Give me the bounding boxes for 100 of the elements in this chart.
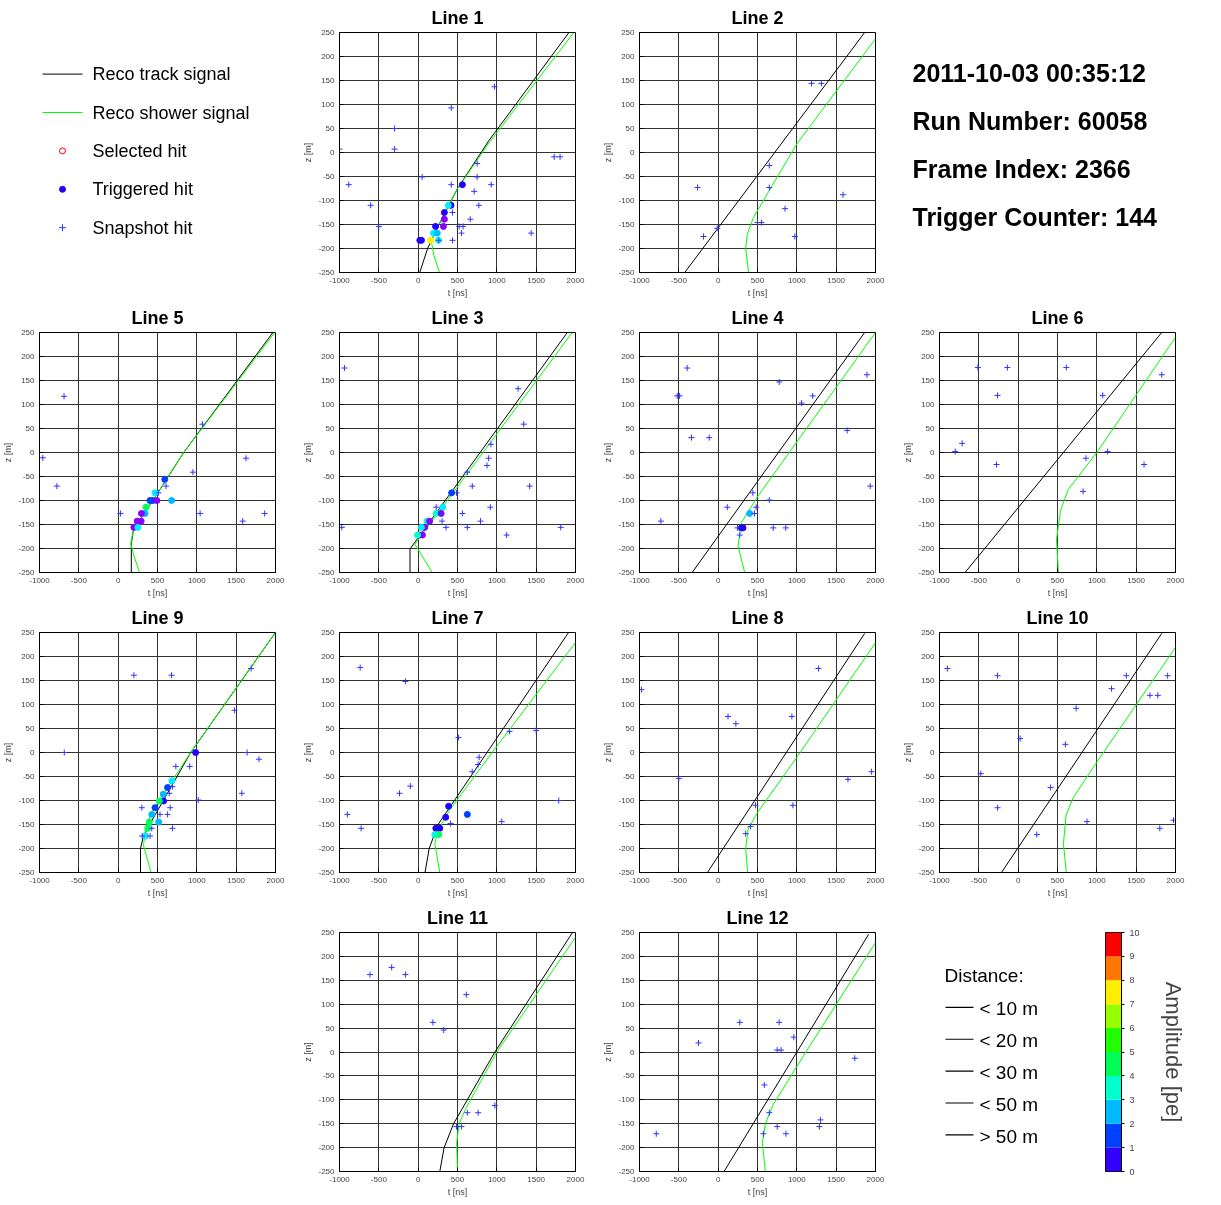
y-axis-title: z [m] xyxy=(603,142,614,163)
x-tick-label: 0 xyxy=(715,875,721,885)
x-tick-label: -500 xyxy=(70,575,88,585)
y-tick-label: -200 xyxy=(318,1143,336,1153)
x-tick-label: 2000 xyxy=(566,575,585,585)
x-tick-label: 1500 xyxy=(527,1174,546,1184)
chart-title: Line 10 xyxy=(1026,607,1089,628)
x-tick-label: -500 xyxy=(670,875,688,885)
y-tick-label: 8 xyxy=(1129,975,1135,986)
y-tick-label: -200 xyxy=(618,244,636,253)
y-tick-label: 150 xyxy=(321,376,336,385)
y-tick-label: 0 xyxy=(630,748,636,757)
y-tick-label: 200 xyxy=(21,652,36,661)
y-tick-label: -200 xyxy=(618,844,636,853)
x-tick-label: 1500 xyxy=(827,575,846,585)
text: Trigger Counter: 144 xyxy=(912,202,1158,231)
x-tick-label: 0 xyxy=(715,1174,721,1184)
y-tick-label: 10 xyxy=(1129,927,1140,938)
x-tick-label: 500 xyxy=(1050,875,1065,885)
y-tick-label: 50 xyxy=(325,1023,336,1033)
y-tick-label: -100 xyxy=(618,796,636,805)
legend-label: > 50 m xyxy=(979,1125,1039,1147)
x-tick-label: 2000 xyxy=(866,575,885,585)
x-tick-label: 0 xyxy=(115,575,121,585)
x-axis-title: t [ns] xyxy=(747,887,768,898)
chart-title: Line 1 xyxy=(431,7,484,28)
y-tick-label: 3 xyxy=(1129,1094,1135,1105)
x-tick-label: 1000 xyxy=(1087,575,1107,585)
y-tick-label: 250 xyxy=(21,328,36,337)
y-tick-label: 0 xyxy=(1129,1166,1135,1177)
y-tick-label: 250 xyxy=(321,628,336,637)
x-tick-label: 1000 xyxy=(487,575,507,585)
x-tick-label: 0 xyxy=(115,875,121,885)
y-tick-label: -150 xyxy=(918,820,936,829)
x-tick-label: 500 xyxy=(750,275,765,285)
y-tick-label: -200 xyxy=(918,544,936,553)
x-tick-label: 500 xyxy=(1050,575,1065,585)
x-tick-label: 0 xyxy=(1015,875,1021,885)
chart-title: Line 4 xyxy=(731,307,784,328)
y-tick-label: 100 xyxy=(621,999,636,1009)
x-tick-label: 500 xyxy=(150,875,165,885)
legend-label: Triggered hit xyxy=(92,179,193,200)
x-tick-label: -500 xyxy=(370,875,388,885)
y-tick-label: -250 xyxy=(318,568,336,577)
chart-title: Line 11 xyxy=(426,907,489,928)
y-tick-label: -250 xyxy=(18,568,36,577)
y-tick-label: 200 xyxy=(921,352,936,361)
y-tick-label: 200 xyxy=(621,352,636,361)
y-tick-label: -150 xyxy=(318,820,336,829)
y-tick-label: -250 xyxy=(318,868,336,877)
y-tick-label: -200 xyxy=(618,544,636,553)
y-tick-label: 50 xyxy=(325,724,336,733)
y-tick-label: -150 xyxy=(918,520,936,529)
x-tick-label: 2000 xyxy=(266,875,285,885)
x-tick-label: 2000 xyxy=(1166,575,1185,585)
chart-title: Line 3 xyxy=(431,307,484,328)
y-tick-label: 7 xyxy=(1129,999,1135,1010)
y-tick-label: -100 xyxy=(618,1095,636,1105)
legend-label: < 30 m xyxy=(979,1062,1039,1084)
y-tick-label: 200 xyxy=(921,652,936,661)
y-tick-label: 100 xyxy=(321,400,336,409)
text: Run Number: 60058 xyxy=(912,106,1148,135)
x-tick-label: -1000 xyxy=(329,575,351,585)
y-tick-label: 250 xyxy=(621,628,636,637)
y-tick-label: 200 xyxy=(321,352,336,361)
y-tick-label: 100 xyxy=(321,100,336,109)
y-tick-label: 250 xyxy=(921,628,936,637)
x-tick-label: 1000 xyxy=(487,1174,507,1184)
y-tick-label: 50 xyxy=(925,724,936,733)
x-tick-label: -1000 xyxy=(629,875,651,885)
y-axis-title: z [m] xyxy=(303,1042,314,1062)
y-tick-label: 100 xyxy=(21,400,36,409)
y-tick-label: -150 xyxy=(318,520,336,529)
y-tick-label: -150 xyxy=(18,520,36,529)
legend-label: < 20 m xyxy=(979,1030,1039,1052)
x-tick-label: -500 xyxy=(370,1174,388,1184)
y-tick-label: -100 xyxy=(18,496,36,505)
y-tick-label: 150 xyxy=(321,76,336,85)
y-tick-label: 250 xyxy=(321,328,336,337)
y-tick-label: 100 xyxy=(621,400,636,409)
chart-title: Line 5 xyxy=(131,307,184,328)
x-tick-label: -1000 xyxy=(629,275,651,285)
x-axis-title: t [ns] xyxy=(147,587,168,598)
x-tick-label: 0 xyxy=(1015,575,1021,585)
y-tick-label: 0 xyxy=(630,448,636,457)
y-tick-label: 0 xyxy=(930,748,936,757)
y-tick-label: 1 xyxy=(1129,1142,1135,1153)
y-tick-label: 150 xyxy=(21,376,36,385)
x-tick-label: 0 xyxy=(715,275,721,285)
y-tick-label: -250 xyxy=(618,1167,636,1176)
y-axis-title: z [m] xyxy=(603,1042,614,1062)
y-axis-title: z [m] xyxy=(303,142,314,163)
y-tick-label: -50 xyxy=(922,772,936,781)
x-tick-label: 2000 xyxy=(866,275,885,285)
y-tick-label: 100 xyxy=(321,700,336,709)
y-tick-label: -200 xyxy=(18,844,36,853)
y-tick-label: 0 xyxy=(330,448,336,457)
y-axis-title: z [m] xyxy=(903,442,914,463)
y-tick-label: 0 xyxy=(630,1047,636,1057)
y-tick-label: 250 xyxy=(21,628,36,637)
